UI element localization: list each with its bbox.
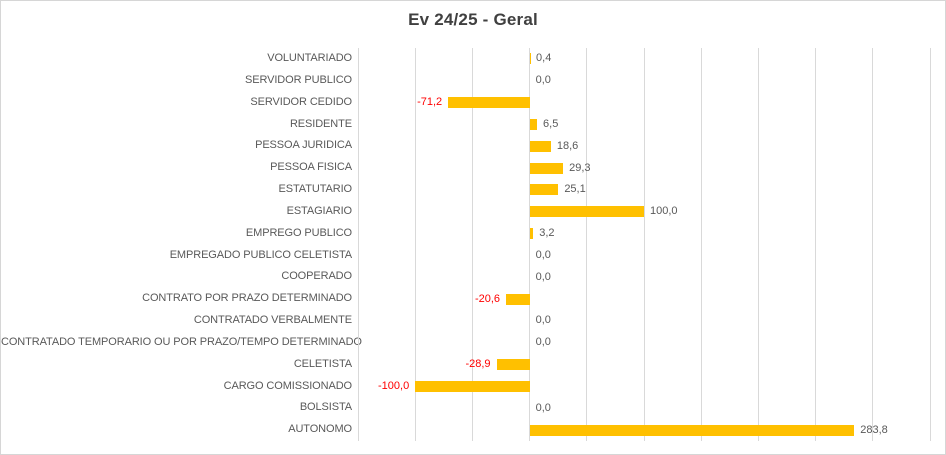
category-label: CONTRATADO VERBALMENTE [193, 314, 352, 326]
gridline [357, 48, 359, 441]
value-label: 0,0 [535, 270, 551, 283]
bar [529, 184, 559, 196]
value-label: 0,0 [535, 248, 551, 261]
gridline [471, 48, 473, 441]
gridline [872, 48, 874, 441]
bar [529, 206, 644, 218]
gridline [529, 48, 531, 441]
bar [529, 424, 855, 436]
value-label: 0,4 [536, 52, 552, 65]
value-label: 6,5 [543, 117, 559, 130]
category-label: BOLSISTA [299, 401, 352, 414]
bar [415, 380, 530, 392]
gridline [643, 48, 645, 441]
category-label: ESTAGIARIO [286, 204, 353, 217]
value-label: 29,3 [569, 161, 591, 174]
value-label: 0,0 [535, 336, 551, 349]
value-label: 18,6 [556, 139, 579, 152]
value-label: 0,0 [535, 74, 551, 87]
gridline [586, 48, 588, 441]
gridline [815, 48, 817, 441]
category-label: COOPERADO [281, 270, 352, 283]
category-label: RESIDENTE [289, 117, 352, 130]
category-label: AUTONOMO [288, 423, 352, 436]
category-label: PESSOA JURIDICA [255, 139, 352, 152]
category-label: ESTATUTARIO [278, 183, 353, 195]
value-label: 0,0 [535, 314, 551, 327]
bar [529, 118, 538, 130]
category-label: CONTRATO POR PRAZO DETERMINADO [142, 292, 352, 305]
chart-title: Ev 24/25 - Geral [408, 10, 538, 29]
value-label: 3,2 [539, 227, 555, 240]
value-label: 283,8 [860, 423, 888, 436]
value-label: -28,9 [465, 358, 491, 371]
bar [529, 140, 551, 152]
value-label: 0,0 [535, 401, 551, 414]
category-axis: VOLUNTARIADO SERVIDOR PUBLICO SERVIDOR CED… [1, 48, 362, 441]
category-label: CARGO COMISSIONADO [223, 379, 352, 392]
plot-area: 0,4 0,0 -71,2 6,5 18,6 29,3 25,1 100,0 3,2 0,0 0,0… [357, 48, 931, 441]
bar [506, 293, 530, 305]
value-label: -100,0 [378, 379, 410, 392]
category-label: SERVIDOR CEDIDO [250, 95, 352, 108]
category-label: PESSOA FISICA [270, 161, 352, 174]
value-label: 25,1 [564, 183, 586, 196]
value-label: 100,0 [650, 205, 678, 218]
gridline [700, 48, 702, 441]
bar [529, 162, 564, 174]
gridline [757, 48, 759, 441]
category-label: CELETISTA [293, 357, 352, 370]
value-label: -71,2 [417, 96, 443, 109]
category-label: EMPREGADO PUBLICO CELETISTA [169, 248, 352, 261]
category-label: CONTRATADO TEMPORARIO OU POR PRAZO/TEMPO… [1, 335, 362, 348]
value-label: -20,6 [474, 292, 501, 305]
category-label: SERVIDOR PUBLICO [244, 73, 352, 86]
bar [496, 359, 530, 371]
category-label: EMPREGO PUBLICO [245, 226, 352, 239]
bar [529, 228, 534, 240]
gridline [414, 48, 416, 441]
category-label: VOLUNTARIADO [267, 52, 352, 64]
bar [448, 97, 530, 109]
gridline [929, 48, 931, 441]
